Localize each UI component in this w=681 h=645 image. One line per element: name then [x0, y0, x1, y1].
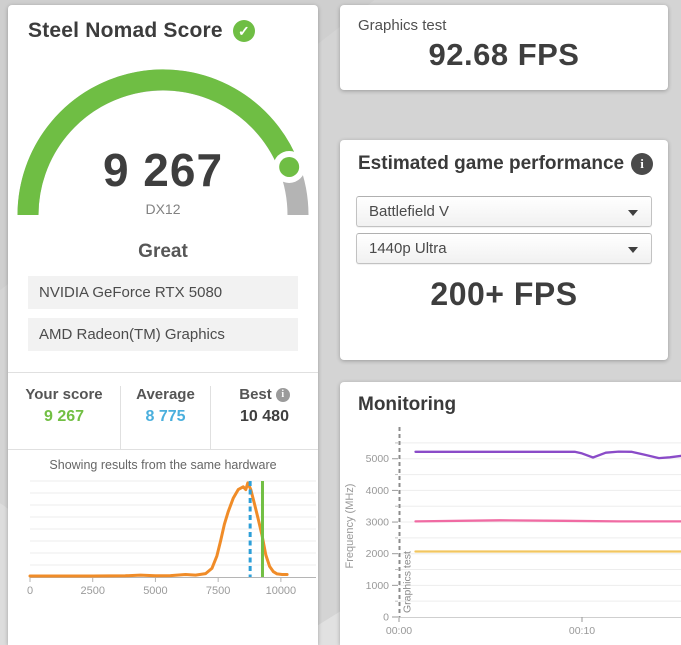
your-score-value: 9 267 — [43, 408, 85, 425]
graphics-test-card: Graphics test 92.68 FPS — [340, 5, 668, 90]
monitoring-chart: 0 1000 2000 3000 4000 5000 00:00 00:10 Frequency… — [344, 427, 681, 637]
svg-text:2000: 2000 — [366, 548, 390, 560]
your-score-label: Your score — [25, 386, 103, 403]
svg-text:1000: 1000 — [366, 580, 390, 592]
best-label: Best i — [211, 386, 318, 403]
best-value: 10 480 — [240, 408, 289, 425]
average-label: Average — [136, 386, 195, 403]
svg-text:4000: 4000 — [366, 485, 390, 497]
svg-text:00:10: 00:10 — [569, 625, 595, 637]
svg-text:5000: 5000 — [143, 585, 167, 597]
svg-text:Frequency (MHz): Frequency (MHz) — [344, 484, 356, 569]
svg-text:00:00: 00:00 — [386, 625, 412, 637]
svg-text:0: 0 — [383, 612, 389, 624]
svg-text:7500: 7500 — [206, 585, 230, 597]
svg-text:3000: 3000 — [366, 517, 390, 529]
monitoring-title: Monitoring — [358, 394, 457, 415]
benchmark-score: 9 267 — [102, 144, 224, 196]
check-circle-icon: ✓ — [232, 20, 255, 42]
svg-text:0: 0 — [27, 585, 33, 597]
monitoring-card: 0 1000 2000 3000 4000 5000 00:00 00:10 Frequency… — [340, 382, 681, 645]
svg-text:10000: 10000 — [266, 585, 297, 597]
score-distribution-chart: 0 2500 5000 7500 10000 — [27, 480, 316, 597]
estimated-fps: 200+ FPS — [430, 276, 578, 312]
hardware-row-igpu: AMD Radeon(TM) Graphics — [28, 318, 298, 351]
chevron-down-icon — [628, 247, 638, 253]
api-label: DX12 — [145, 201, 181, 217]
svg-text:Graphics test: Graphics test — [402, 551, 414, 613]
chevron-down-icon — [628, 210, 638, 216]
best-info-icon[interactable]: i — [275, 387, 290, 402]
graphics-test-fps: 92.68 FPS — [428, 37, 580, 72]
steel-nomad-score-card: Steel Nomad Score ✓ 9 267 DX12 Great NVI… — [8, 5, 318, 645]
card-title: Steel Nomad Score — [28, 19, 223, 42]
average-value: 8 775 — [145, 408, 186, 425]
svg-text:5000: 5000 — [366, 453, 390, 465]
hardware-row-gpu: NVIDIA GeForce RTX 5080 — [28, 276, 298, 309]
game-performance-card: Estimated game performance i Battlefield… — [340, 140, 668, 360]
histogram-title: Showing results from the same hardware — [49, 458, 277, 472]
svg-text:2500: 2500 — [80, 585, 104, 597]
graphics-test-label: Graphics test — [358, 17, 447, 34]
preset-select[interactable]: 1440p Ultra — [356, 233, 652, 264]
info-icon[interactable]: i — [631, 153, 653, 175]
game-performance-title: Estimated game performance — [358, 153, 625, 174]
score-rating: Great — [138, 241, 188, 262]
game-select[interactable]: Battlefield V — [356, 196, 652, 227]
score-comparison: Your score 9 267 Average 8 775 Best i 10 … — [8, 372, 318, 450]
